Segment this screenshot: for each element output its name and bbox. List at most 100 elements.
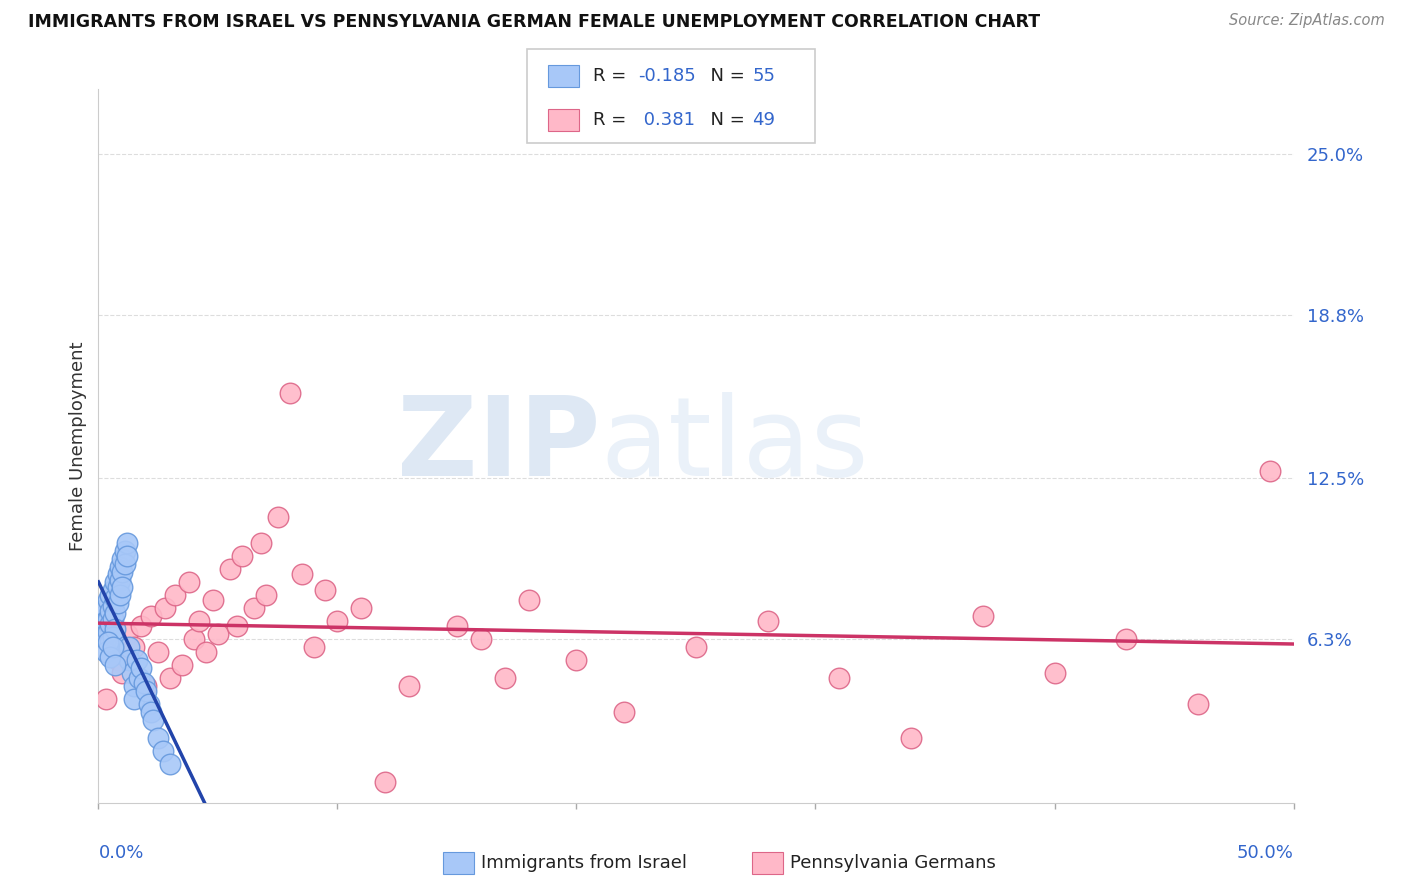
Point — [131, 619, 153, 633]
Point — [108, 559, 131, 574]
Point — [226, 619, 249, 633]
Point — [101, 611, 124, 625]
Point — [446, 619, 468, 633]
Point — [1043, 666, 1066, 681]
Point — [131, 661, 153, 675]
Point — [97, 624, 120, 639]
Point — [118, 640, 141, 654]
Point — [900, 731, 922, 745]
Point — [104, 575, 127, 590]
Point — [104, 591, 127, 605]
Point — [1258, 464, 1281, 478]
Point — [115, 627, 138, 641]
Point — [135, 684, 157, 698]
Point — [104, 658, 127, 673]
Point — [1187, 697, 1209, 711]
Point — [565, 653, 588, 667]
Text: 0.381: 0.381 — [638, 111, 696, 128]
Point — [470, 632, 492, 647]
Point — [118, 653, 141, 667]
Point — [94, 632, 117, 647]
Point — [97, 611, 120, 625]
Point — [97, 593, 120, 607]
Point — [685, 640, 707, 654]
Point — [613, 705, 636, 719]
Point — [104, 607, 127, 621]
Point — [98, 604, 122, 618]
Point — [291, 567, 314, 582]
Point — [155, 601, 177, 615]
Text: IMMIGRANTS FROM ISRAEL VS PENNSYLVANIA GERMAN FEMALE UNEMPLOYMENT CORRELATION CH: IMMIGRANTS FROM ISRAEL VS PENNSYLVANIA G… — [28, 13, 1040, 31]
Text: Pennsylvania Germans: Pennsylvania Germans — [790, 854, 995, 871]
Point — [219, 562, 242, 576]
Point — [398, 679, 420, 693]
Point — [94, 692, 117, 706]
Point — [101, 640, 124, 654]
Point — [101, 582, 124, 597]
Point — [94, 614, 117, 628]
Point — [494, 671, 516, 685]
Text: atlas: atlas — [600, 392, 869, 500]
Text: 0.0%: 0.0% — [98, 845, 143, 863]
Text: 50.0%: 50.0% — [1237, 845, 1294, 863]
Point — [94, 645, 117, 659]
Text: 49: 49 — [752, 111, 775, 128]
Point — [111, 581, 134, 595]
Point — [243, 601, 266, 615]
Text: R =: R = — [593, 111, 633, 128]
Point — [179, 575, 201, 590]
Text: Source: ZipAtlas.com: Source: ZipAtlas.com — [1229, 13, 1385, 29]
Point — [187, 614, 209, 628]
Point — [183, 632, 205, 647]
Point — [231, 549, 253, 564]
Point — [142, 713, 165, 727]
Point — [115, 536, 138, 550]
Point — [148, 645, 170, 659]
Point — [124, 692, 146, 706]
Point — [98, 635, 122, 649]
Point — [97, 635, 120, 649]
Point — [111, 552, 134, 566]
Point — [267, 510, 290, 524]
Point — [111, 565, 134, 579]
Point — [124, 640, 146, 654]
Point — [517, 593, 540, 607]
Point — [91, 627, 114, 641]
Point — [107, 653, 129, 667]
Text: Immigrants from Israel: Immigrants from Israel — [481, 854, 688, 871]
Point — [114, 557, 136, 571]
Point — [114, 544, 136, 558]
Text: N =: N = — [699, 67, 751, 85]
Point — [250, 536, 273, 550]
Point — [91, 609, 114, 624]
Point — [159, 671, 181, 685]
Point — [121, 666, 143, 681]
Point — [315, 582, 337, 597]
Point — [828, 671, 851, 685]
Point — [326, 614, 349, 628]
Point — [163, 588, 186, 602]
Point — [101, 599, 124, 613]
Text: N =: N = — [699, 111, 751, 128]
Point — [104, 622, 127, 636]
Point — [98, 650, 122, 665]
Point — [254, 588, 277, 602]
Text: ZIP: ZIP — [396, 392, 600, 500]
Point — [148, 731, 170, 745]
Point — [139, 609, 162, 624]
Point — [98, 616, 122, 631]
Point — [98, 588, 122, 602]
Point — [90, 619, 112, 633]
Point — [115, 549, 138, 564]
Y-axis label: Female Unemployment: Female Unemployment — [69, 342, 87, 550]
Point — [159, 756, 181, 771]
Point — [108, 573, 131, 587]
Point — [202, 593, 225, 607]
Point — [972, 609, 994, 624]
Point — [138, 697, 160, 711]
Point — [350, 601, 373, 615]
Point — [139, 705, 162, 719]
Point — [195, 645, 218, 659]
Point — [94, 601, 117, 615]
Point — [135, 679, 157, 693]
